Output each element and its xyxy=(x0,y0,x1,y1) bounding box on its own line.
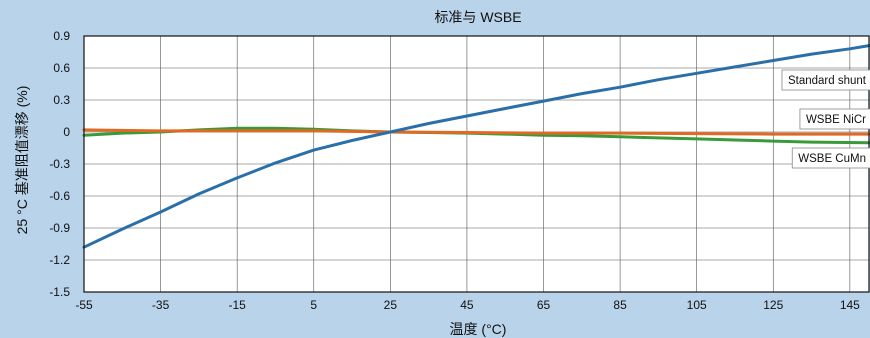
y-tick-label: -1.2 xyxy=(49,253,70,267)
legend-box xyxy=(781,69,870,91)
y-tick-label: -1.5 xyxy=(49,285,70,299)
x-tick-label: 65 xyxy=(537,298,551,312)
x-tick-label: -15 xyxy=(228,298,246,312)
y-axis: 0.9 0.6 0.3 0 -0.3 -0.6 -0.9 -1.2 -1.5 xyxy=(49,29,70,299)
y-tick-label: 0.3 xyxy=(53,93,70,107)
x-tick-label: 25 xyxy=(384,298,398,312)
chart-title: 标准与 WSBE xyxy=(434,9,521,25)
x-tick-label: -55 xyxy=(75,298,93,312)
x-axis-label: 温度 (°C) xyxy=(450,321,507,337)
legend-label: WSBE NiCr xyxy=(806,114,866,126)
legend-label: Standard shunt xyxy=(788,75,867,87)
legend-item: Standard shunt xyxy=(781,69,870,91)
series-line-standard-shunt xyxy=(82,44,870,249)
legend-box xyxy=(799,108,870,130)
x-tick-label: 125 xyxy=(763,298,783,312)
x-tick-label: 145 xyxy=(840,298,860,312)
y-tick-label: -0.3 xyxy=(49,157,70,171)
legend-box xyxy=(791,147,870,169)
series-layer xyxy=(82,44,870,249)
y-tick-label: 0.9 xyxy=(53,29,70,43)
y-tick-label: -0.6 xyxy=(49,189,70,203)
legend-label: WSBE CuMn xyxy=(798,153,866,165)
x-tick-label: 45 xyxy=(460,298,474,312)
legend-item: WSBE CuMn xyxy=(791,147,870,169)
y-tick-label: 0.6 xyxy=(53,61,70,75)
series-line-wsbe-nicr xyxy=(82,128,870,136)
x-tick-label: 105 xyxy=(687,298,707,312)
x-tick-label: -35 xyxy=(152,298,170,312)
x-tick-label: 5 xyxy=(310,298,317,312)
y-tick-label: 0 xyxy=(63,125,70,139)
legend: Standard shunt WSBE NiCr WSBE CuMn xyxy=(781,69,870,169)
y-axis-label: 25 °C 基准阻值漂移 (%) xyxy=(14,86,30,235)
x-axis: -55 -35 -15 5 25 45 65 85 105 125 145 xyxy=(75,298,860,312)
y-tick-label: -0.9 xyxy=(49,221,70,235)
legend-item: WSBE NiCr xyxy=(799,108,870,130)
x-tick-label: 85 xyxy=(613,298,627,312)
